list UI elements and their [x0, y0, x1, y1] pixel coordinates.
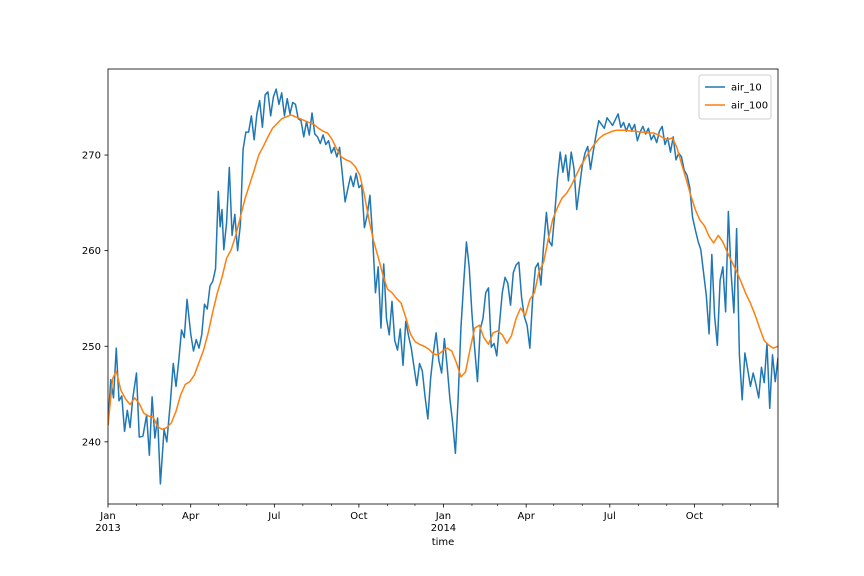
x-tick-year-label: 2014 [431, 523, 456, 534]
y-tick-label: 240 [82, 437, 101, 448]
y-tick-label: 250 [82, 342, 101, 353]
legend-box [698, 74, 772, 120]
legend-label-air-10: air_10 [731, 83, 762, 94]
legend-label-air-100: air_100 [731, 101, 768, 112]
plot-area [107, 68, 779, 505]
series-line-air-100 [108, 114, 778, 431]
x-tick-label: Oct [350, 511, 367, 522]
y-axis: 240 250 260 270 [82, 151, 108, 448]
axes-frame [107, 68, 779, 505]
x-tick-label: Jul [603, 511, 616, 522]
x-tick-label: Jul [267, 511, 280, 522]
x-tick-label: Jan [99, 511, 115, 522]
axes-background [108, 69, 778, 504]
y-tick-label: 270 [82, 151, 101, 162]
x-axis-label: time [432, 537, 455, 548]
y-tick-label: 260 [82, 246, 101, 257]
legend: air_10 air_100 [698, 74, 772, 120]
x-tick-label: Apr [182, 511, 200, 522]
x-tick-label: Jan [435, 511, 451, 522]
x-tick-label: Apr [518, 511, 536, 522]
series-layer [108, 88, 778, 485]
x-tick-label: Oct [686, 511, 703, 522]
x-tick-year-label: 2013 [95, 523, 120, 534]
